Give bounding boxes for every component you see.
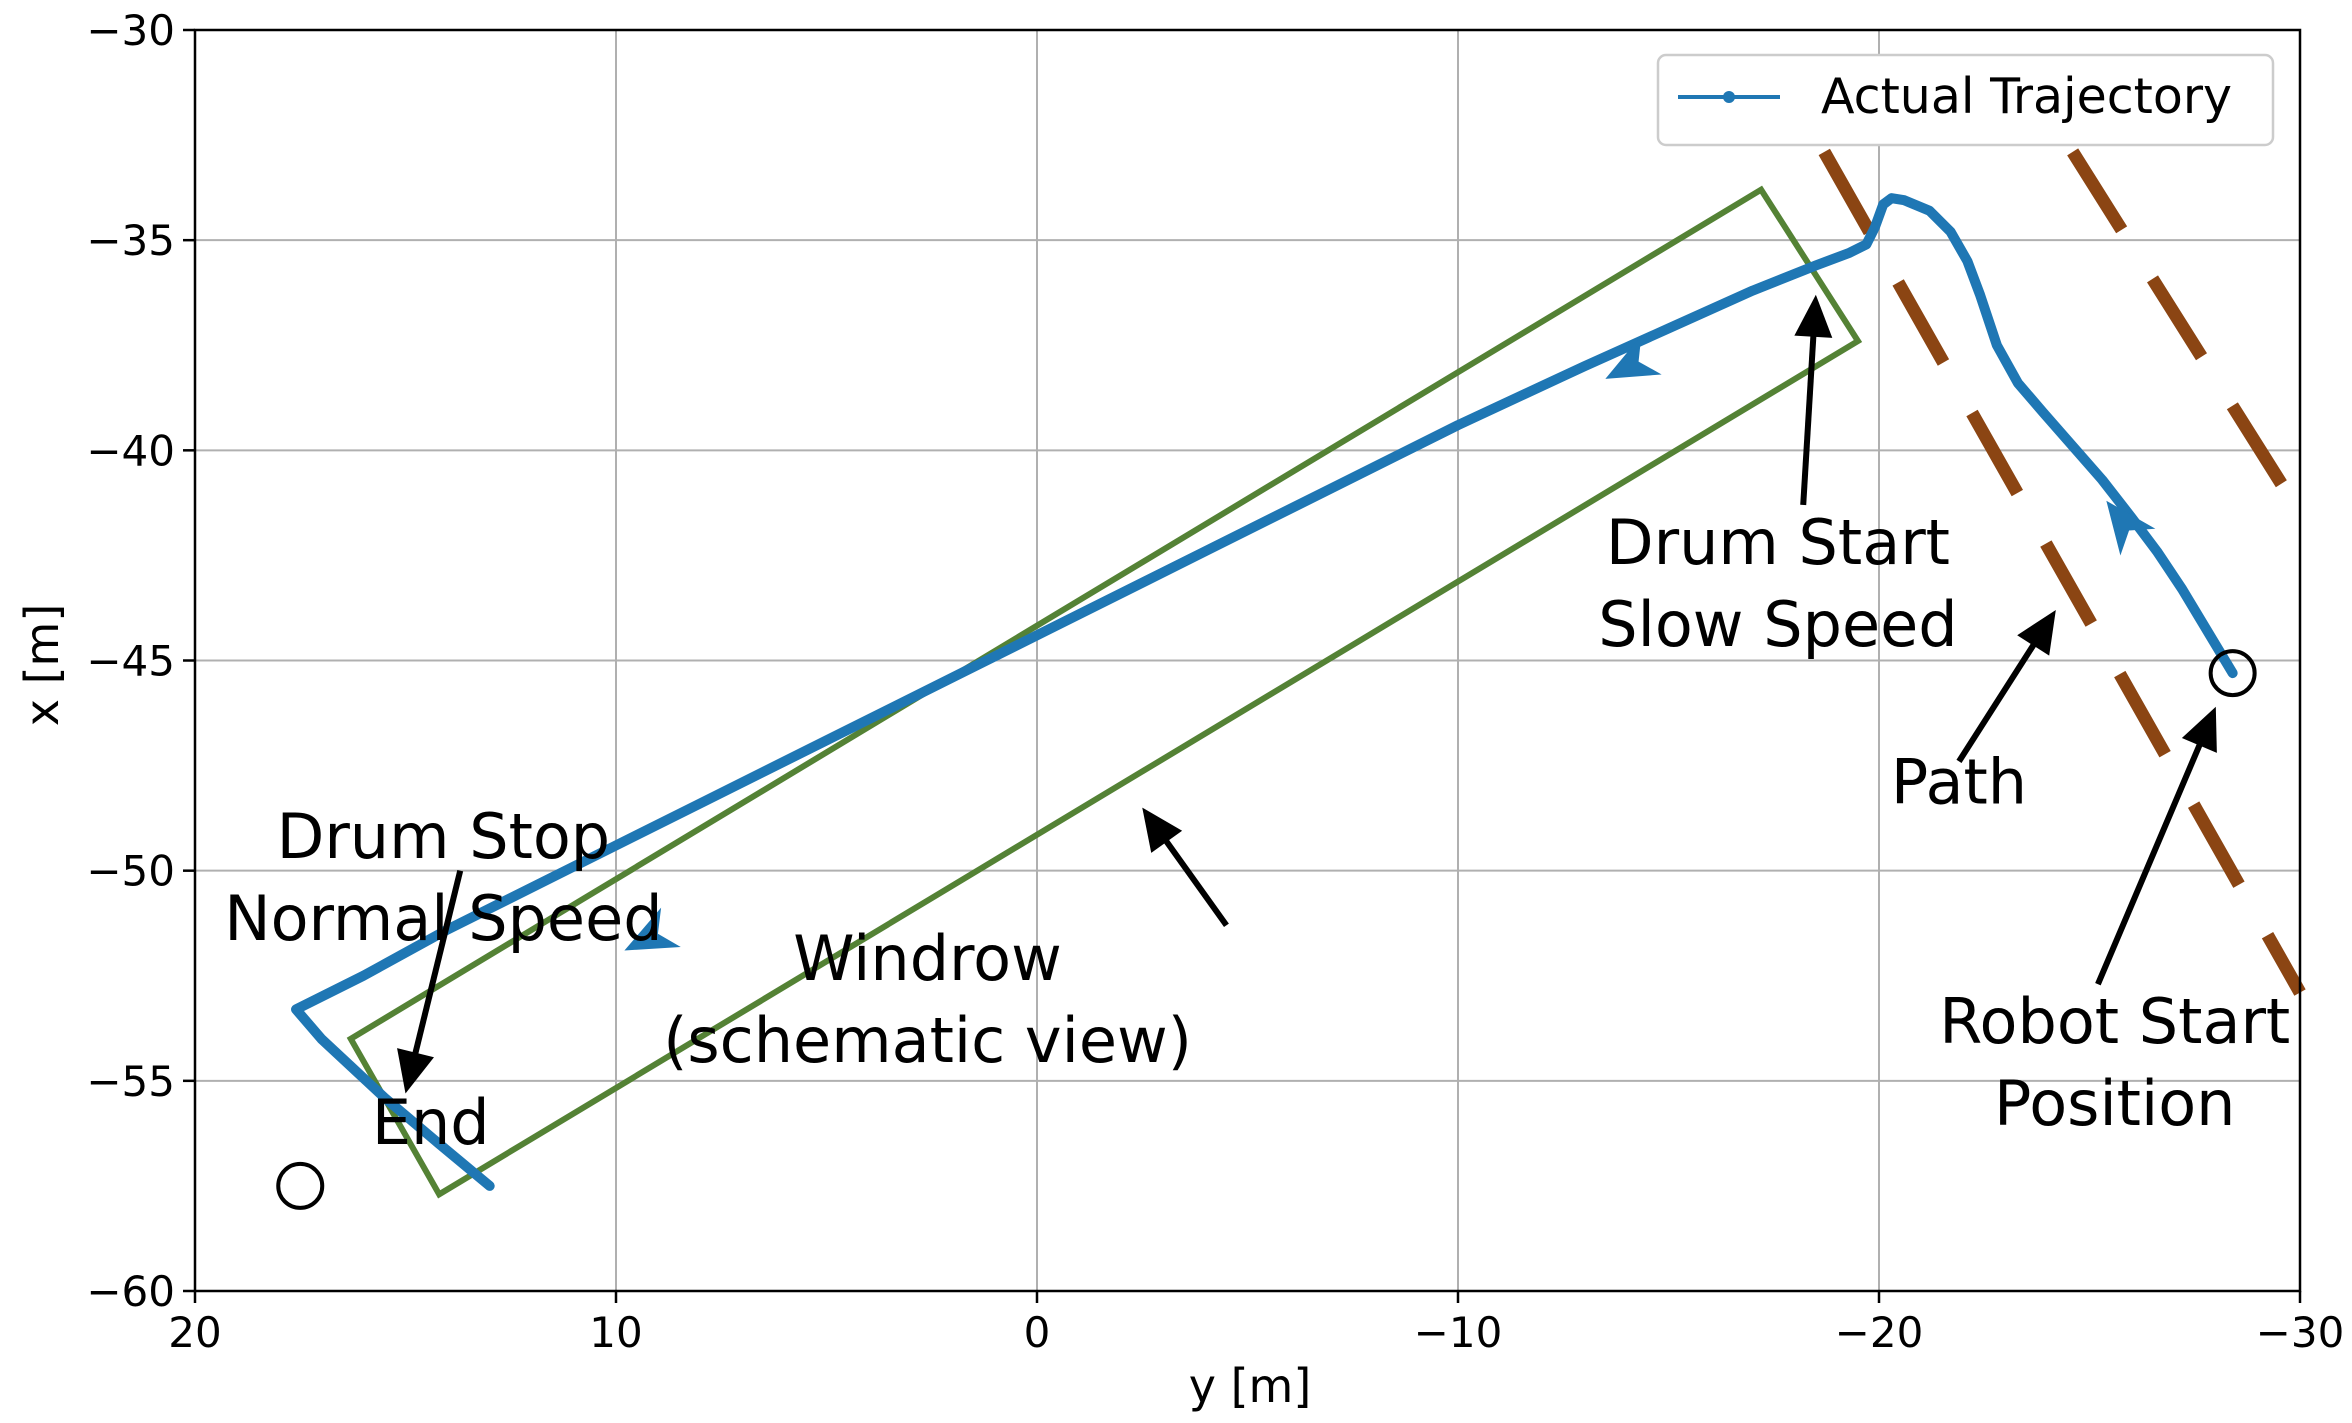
legend-label: Actual Trajectory xyxy=(1821,68,2232,125)
y-tick-label: −45 xyxy=(86,637,175,686)
y-tick-label: −50 xyxy=(86,847,175,896)
x-tick-label: 0 xyxy=(1024,1308,1051,1357)
annotation-arrow-shaft xyxy=(2095,732,2208,986)
legend-marker-swatch xyxy=(1723,91,1735,103)
trajectory-point xyxy=(1887,193,1897,203)
annotation-arrow-head xyxy=(397,1048,434,1094)
y-tick-label: −55 xyxy=(86,1057,175,1106)
trajectory-point xyxy=(1899,195,1909,205)
axis-ticks: 20 10 0 −10 −20 −30 −30 −35 −40 −45 −50 −55 −60 xyxy=(86,6,2344,1357)
annotation-text: Robot Start xyxy=(1939,985,2290,1058)
x-tick-label: 20 xyxy=(168,1308,221,1357)
trajectory-point xyxy=(1861,239,1871,249)
schematic-overlays xyxy=(346,148,2306,1199)
x-tick-label: −20 xyxy=(1835,1308,1924,1357)
y-tick-label: −30 xyxy=(86,6,175,55)
trajectory-point xyxy=(2097,475,2107,485)
annotation-arrow-head xyxy=(1794,294,1833,338)
direction-arrow xyxy=(1605,335,1662,379)
trajectory-point xyxy=(1664,323,1673,333)
x-tick-label: 10 xyxy=(589,1308,642,1357)
trajectory-point xyxy=(1579,361,1589,371)
trajectory-point xyxy=(2038,408,2048,418)
annotation-arrow-shaft xyxy=(409,869,464,1066)
direction-arrow xyxy=(2106,500,2156,556)
marker-layer xyxy=(276,649,2257,1210)
annotation-arrow-head xyxy=(2017,610,2056,656)
trajectory-point xyxy=(2228,668,2238,678)
y-tick-label: −40 xyxy=(86,426,175,475)
y-axis-label: x [m] xyxy=(15,604,69,727)
trajectory-point xyxy=(485,1181,495,1191)
x-tick-label: −10 xyxy=(1414,1308,1503,1357)
path-dashed-line-lower xyxy=(2067,148,2306,517)
path-dashed-line-upper xyxy=(1818,148,2306,996)
trajectory-point xyxy=(1200,546,1210,556)
trajectory-point xyxy=(1870,223,1880,233)
trajectory-point xyxy=(2152,546,2162,556)
trajectory-point xyxy=(1946,227,1956,237)
annotation-text: Position xyxy=(1994,1067,2235,1140)
windrow-rectangle xyxy=(346,185,1863,1199)
series-layer xyxy=(291,193,2238,1191)
trajectory-point xyxy=(2068,441,2078,451)
annotation-arrow-shaft xyxy=(1156,829,1229,928)
annotation-arrow-head xyxy=(1142,807,1183,853)
trajectory-point xyxy=(1453,420,1463,430)
trajectory-point xyxy=(1074,609,1084,619)
trajectory-point xyxy=(569,861,579,871)
trajectory-point xyxy=(434,1139,444,1149)
x-axis-label: y [m] xyxy=(1189,1359,1312,1413)
x-tick-label: −30 xyxy=(2256,1308,2345,1357)
annotation-text: Slow Speed xyxy=(1598,588,1957,661)
annotation-text: Drum Start xyxy=(1606,506,1950,579)
y-tick-label: −60 xyxy=(86,1267,175,1316)
trajectory-point xyxy=(2177,584,2187,594)
legend-box xyxy=(1656,53,2275,147)
annotation-text: (schematic view) xyxy=(663,1004,1192,1077)
grid-lines xyxy=(194,29,2301,1292)
direction-arrow xyxy=(624,907,681,951)
trajectory-point xyxy=(379,1093,389,1103)
end-position-marker xyxy=(276,1161,325,1210)
trajectory-point xyxy=(1975,290,1985,300)
trajectory-point xyxy=(316,1034,326,1044)
annotation-text: End xyxy=(372,1086,490,1159)
trajectory-point xyxy=(695,798,705,808)
trajectory-point xyxy=(1992,340,2002,350)
annotation-text: Drum Stop xyxy=(277,800,611,873)
annotation-arrow-head xyxy=(2181,706,2217,753)
trajectory-point xyxy=(1845,248,1855,258)
start-position-marker xyxy=(2208,649,2257,698)
trajectory-point xyxy=(1811,260,1821,270)
trajectory-point xyxy=(2202,626,2212,636)
y-tick-label: −35 xyxy=(86,216,175,265)
legend: Actual Trajectory xyxy=(1656,53,2275,147)
annotation-arrow-shaft xyxy=(1956,633,2043,763)
trajectory-point xyxy=(358,971,368,981)
trajectory-point xyxy=(1327,483,1337,493)
trajectory-point xyxy=(291,1004,301,1014)
trajectory-point xyxy=(1962,256,1972,266)
trajectory-point xyxy=(1878,199,1888,209)
trajectory-point xyxy=(1748,286,1758,296)
trajectory-point xyxy=(822,735,831,745)
trajectory-point xyxy=(1925,206,1935,216)
trajectory-point xyxy=(2013,378,2023,388)
annotation-text: Windrow xyxy=(793,922,1062,995)
trajectory-point xyxy=(948,672,958,682)
annotation-arrow-shaft xyxy=(1800,323,1818,506)
